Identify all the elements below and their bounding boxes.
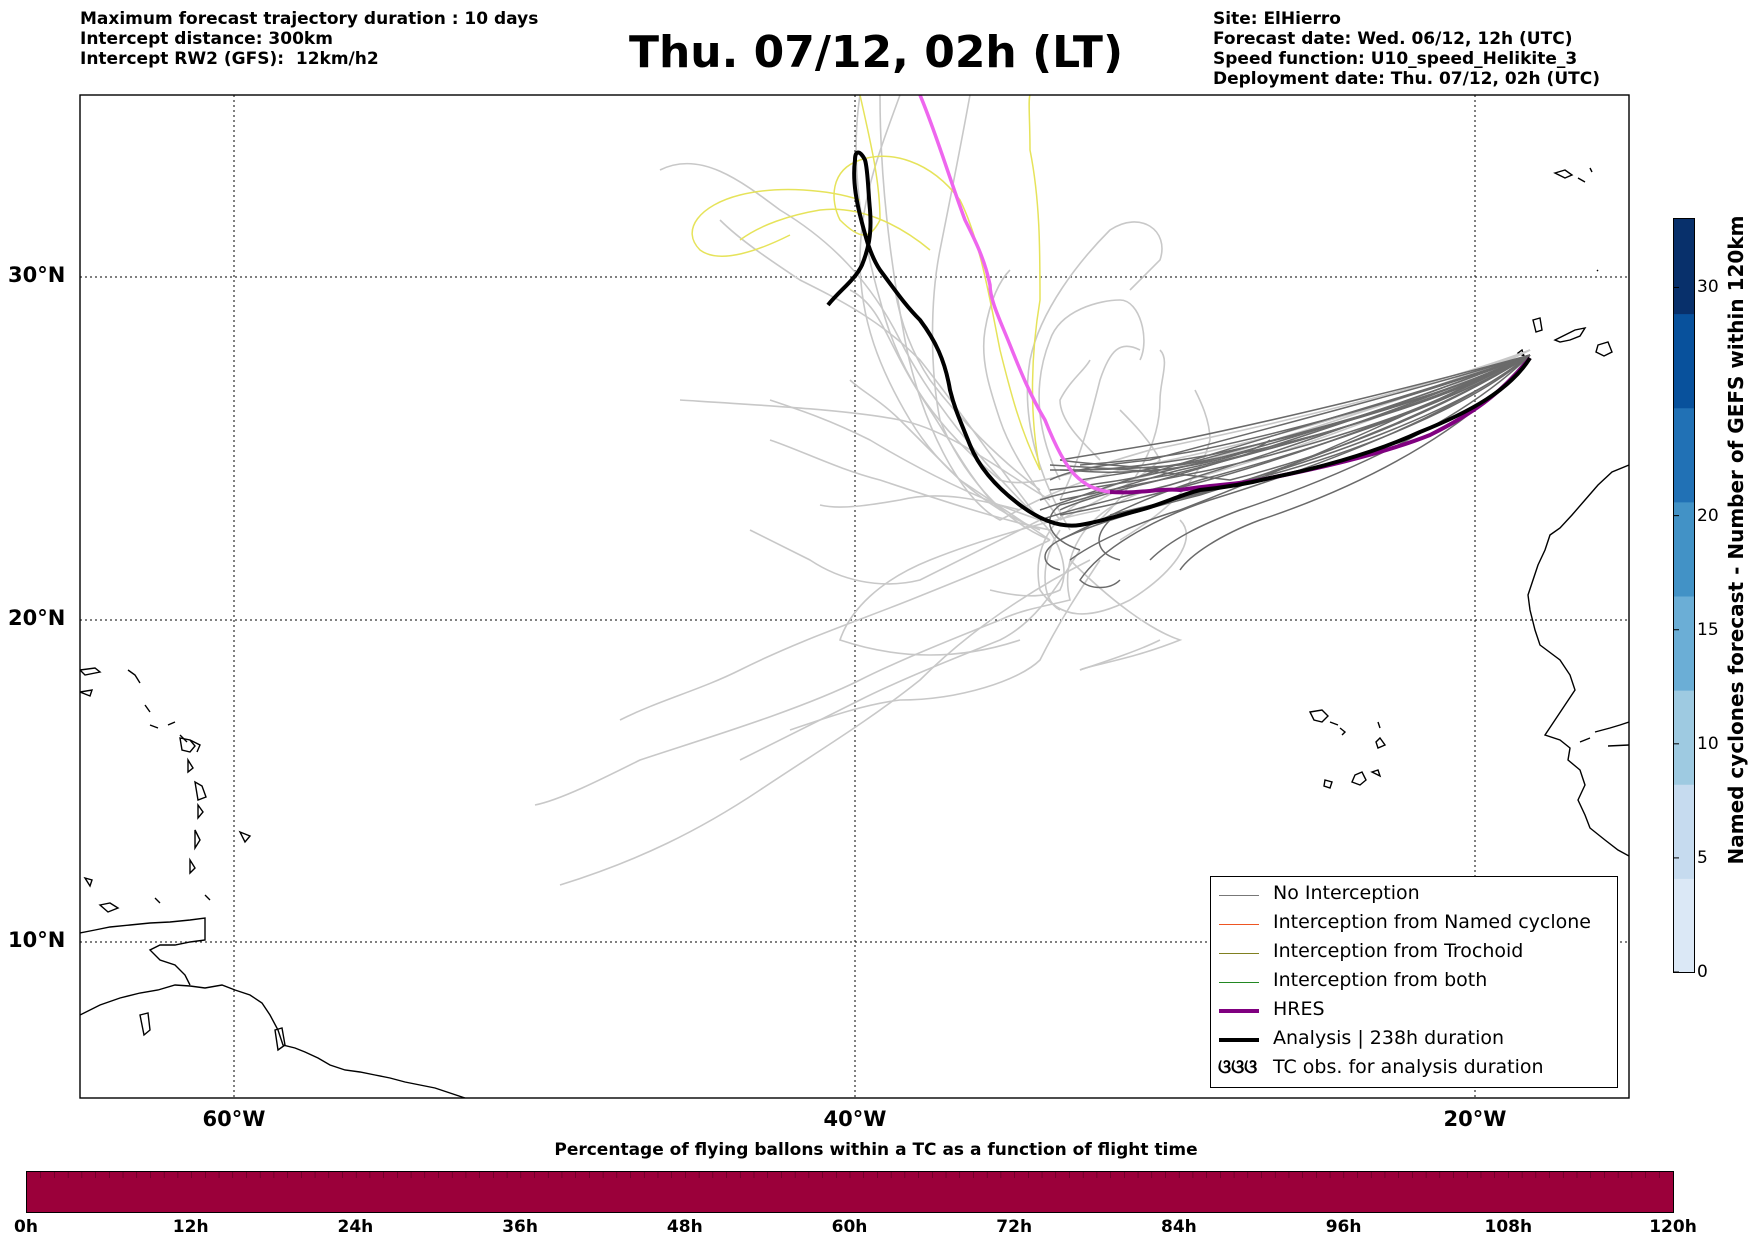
analysis-track [826, 150, 1532, 528]
colorbar-tick-label: 5 [1697, 847, 1708, 868]
legend-item: Analysis | 238h duration [1211, 1026, 1617, 1055]
legend-item: Interception from both [1211, 968, 1617, 997]
header-right-line: Site: ElHierro [1213, 9, 1341, 29]
legend-item: ଓଓଓ TC obs. for analysis duration [1211, 1055, 1617, 1084]
hres-track-highlight [918, 95, 1111, 494]
flight-time-tick-label: 60h [831, 1217, 868, 1237]
flight-time-bar-fill [27, 1172, 1673, 1212]
dot [1596, 269, 1599, 272]
legend-item: No Interception [1211, 881, 1617, 910]
legend-label: Interception from both [1273, 969, 1488, 991]
legend-swatch-trochoid [1219, 953, 1259, 954]
colorbar-segment [1674, 407, 1694, 503]
colorbar-segment [1674, 877, 1694, 973]
header-left-line: Intercept distance: 300km [80, 29, 333, 49]
header-left-line: Maximum forecast trajectory duration : 1… [80, 9, 539, 29]
flight-time-tick-label: 84h [1161, 1217, 1197, 1237]
colorbar-segment [1674, 689, 1694, 785]
caribbean-coast [80, 917, 206, 986]
legend-label: Analysis | 238h duration [1273, 1027, 1505, 1049]
west-africa-coast [1527, 464, 1629, 857]
header-left-info: Maximum forecast trajectory duration : 1… [80, 9, 538, 69]
legend-label: Interception from Named cyclone [1273, 911, 1591, 933]
map-legend: No Interception Interception from Named … [1210, 876, 1618, 1088]
tc-obs-icon: ଓଓଓ [1218, 1056, 1258, 1078]
legend-label: TC obs. for analysis duration [1273, 1056, 1544, 1078]
flight-time-tick-label: 0h [14, 1217, 38, 1237]
colorbar-tick-label: 15 [1697, 619, 1719, 640]
flight-time-tick-label: 120h [1649, 1217, 1697, 1237]
lat-label-10n: 10°N [8, 928, 66, 952]
flight-time-bar [26, 1171, 1674, 1213]
colorbar-label: Named cyclones forecast - Number of GEFS… [1724, 215, 1748, 865]
legend-swatch-analysis [1219, 1038, 1259, 1042]
colorbar-segment [1674, 313, 1694, 409]
colorbar-segment [1674, 501, 1694, 597]
madeira [1553, 167, 1593, 183]
header-left-line: Intercept RW2 (GFS): 12km/h2 [80, 49, 379, 69]
flight-time-tick-label: 48h [666, 1217, 703, 1237]
legend-label: No Interception [1273, 882, 1420, 904]
flight-time-bar-segment [27, 1172, 1673, 1212]
flight-time-tick-label: 24h [337, 1217, 374, 1237]
legend-swatch-no-interception [1219, 895, 1259, 896]
map-title: Thu. 07/12, 02h (LT) [628, 27, 1124, 78]
legend-swatch-named-cyclone [1219, 924, 1259, 925]
header-right-line: Speed function: U10_speed_Helikite_3 [1213, 49, 1578, 69]
header-right-info: Site: ElHierro Forecast date: Wed. 06/12… [1213, 9, 1600, 89]
legend-label: HRES [1273, 998, 1325, 1020]
venezuela-islands [98, 902, 286, 1052]
lon-label-20w: 20°W [1443, 1107, 1507, 1131]
flight-time-tick-label: 12h [172, 1217, 209, 1237]
map-frame [79, 94, 1630, 1099]
lesser-antilles [80, 667, 252, 904]
cyclone-colorbar [1673, 218, 1695, 973]
legend-item: Interception from Named cyclone [1211, 910, 1617, 939]
header-right-line: Forecast date: Wed. 06/12, 12h (UTC) [1213, 29, 1573, 49]
legend-item: HRES [1211, 997, 1617, 1026]
colorbar-segment [1674, 219, 1694, 315]
flight-time-tick-label: 96h [1325, 1217, 1362, 1237]
colorbar-tick-label: 10 [1697, 733, 1719, 754]
yellow-trajectories [691, 95, 1041, 471]
colorbar-tick-label: 30 [1697, 277, 1719, 298]
colorbar-gradient [1674, 219, 1694, 973]
colorbar-tick-label: 0 [1697, 962, 1708, 982]
legend-item: Interception from Trochoid [1211, 939, 1617, 968]
leeward-islands [179, 734, 201, 753]
header-right-line: Deployment date: Thu. 07/12, 02h (UTC) [1213, 69, 1600, 89]
legend-label: Interception from Trochoid [1273, 940, 1524, 962]
lon-label-60w: 60°W [202, 1107, 266, 1131]
flight-time-tick-label: 72h [996, 1217, 1033, 1237]
africa-coast-detail [1579, 721, 1629, 747]
south-america-coast [80, 984, 466, 1098]
lat-label-20n: 20°N [8, 606, 66, 630]
canary-islands [1516, 317, 1613, 358]
flight-time-bar-title: Percentage of flying ballons within a TC… [554, 1140, 1198, 1160]
lon-label-40w: 40°W [823, 1107, 887, 1131]
flight-time-tick-label: 108h [1484, 1217, 1533, 1237]
coastlines [80, 167, 1629, 1098]
colorbar-segment [1674, 783, 1694, 879]
ensemble-trajectories [534, 95, 1531, 886]
lat-label-30n: 30°N [8, 263, 66, 287]
colorbar-tick-label: 20 [1697, 505, 1719, 526]
colorbar-segment [1674, 595, 1694, 691]
legend-swatch-hres [1219, 1009, 1259, 1013]
cape-verde-islands [1308, 709, 1387, 789]
no-interception-trajectories [1039, 354, 1531, 589]
legend-swatch-both [1219, 982, 1259, 983]
flight-time-tick-label: 36h [502, 1217, 538, 1237]
